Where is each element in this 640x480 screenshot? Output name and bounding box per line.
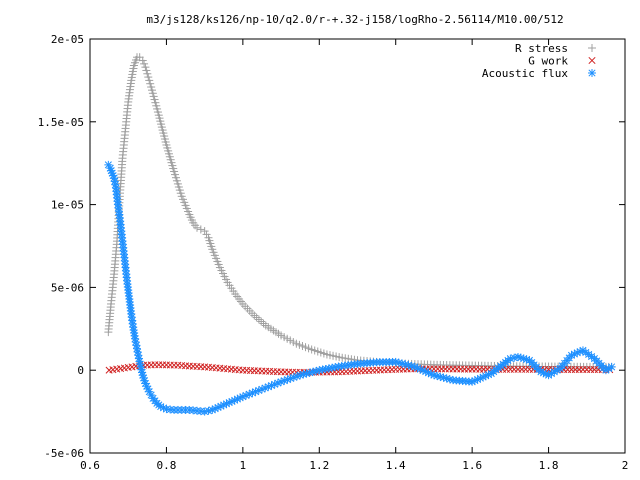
y-tick-label: -5e-06	[44, 447, 84, 460]
x-tick-label: 1.4	[386, 459, 406, 472]
x-tick-label: 0.8	[156, 459, 176, 472]
data-point	[146, 79, 155, 88]
data-point	[142, 66, 151, 75]
data-point	[196, 225, 205, 234]
data-point	[193, 223, 201, 232]
data-point	[257, 317, 266, 326]
y-tick-label: 2e-05	[51, 33, 84, 46]
x-tick-label: 0.6	[80, 459, 100, 472]
data-marks	[104, 53, 616, 416]
data-point	[138, 56, 147, 65]
data-point	[404, 361, 413, 370]
y-tick-label: 1e-05	[51, 199, 84, 212]
x-tick-label: 1.8	[539, 459, 559, 472]
x-tick-label: 1.6	[462, 459, 482, 472]
data-point	[506, 354, 515, 363]
legend-marker	[588, 69, 596, 77]
chart-title: m3/js128/ks126/np-10/q2.0/r-+.32-j158/lo…	[146, 13, 563, 26]
legend-label: G work	[528, 55, 568, 68]
legend-marker	[588, 44, 596, 52]
data-point	[141, 63, 150, 72]
x-tick-label: 1	[240, 459, 247, 472]
data-point	[145, 76, 154, 85]
data-point	[427, 369, 436, 378]
plot-frame	[89, 38, 626, 454]
x-tick-label: 2	[622, 459, 629, 472]
axes: 0.6 0.8 1 1.2 1.4 1.6 1.8 2 -5e-06 0 5e-06 1e-05 1.5…	[38, 33, 629, 472]
data-point	[140, 59, 149, 68]
data-point	[202, 230, 211, 239]
legend-label: R stress	[515, 42, 568, 55]
data-point	[607, 362, 616, 371]
data-point	[200, 227, 209, 236]
y-tick-label: 0	[77, 364, 84, 377]
series-2	[104, 160, 616, 416]
data-point	[254, 315, 263, 324]
data-point	[143, 69, 152, 78]
legend-marker	[588, 56, 596, 65]
y-tick-label: 5e-06	[51, 281, 84, 294]
series-0	[104, 53, 616, 371]
data-point	[252, 313, 261, 322]
data-point	[135, 357, 144, 366]
legend-label: Acoustic flux	[482, 67, 568, 80]
data-point	[144, 73, 153, 82]
y-tick-label: 1.5e-05	[38, 116, 84, 129]
x-tick-label: 1.2	[309, 459, 329, 472]
data-point	[259, 319, 268, 328]
